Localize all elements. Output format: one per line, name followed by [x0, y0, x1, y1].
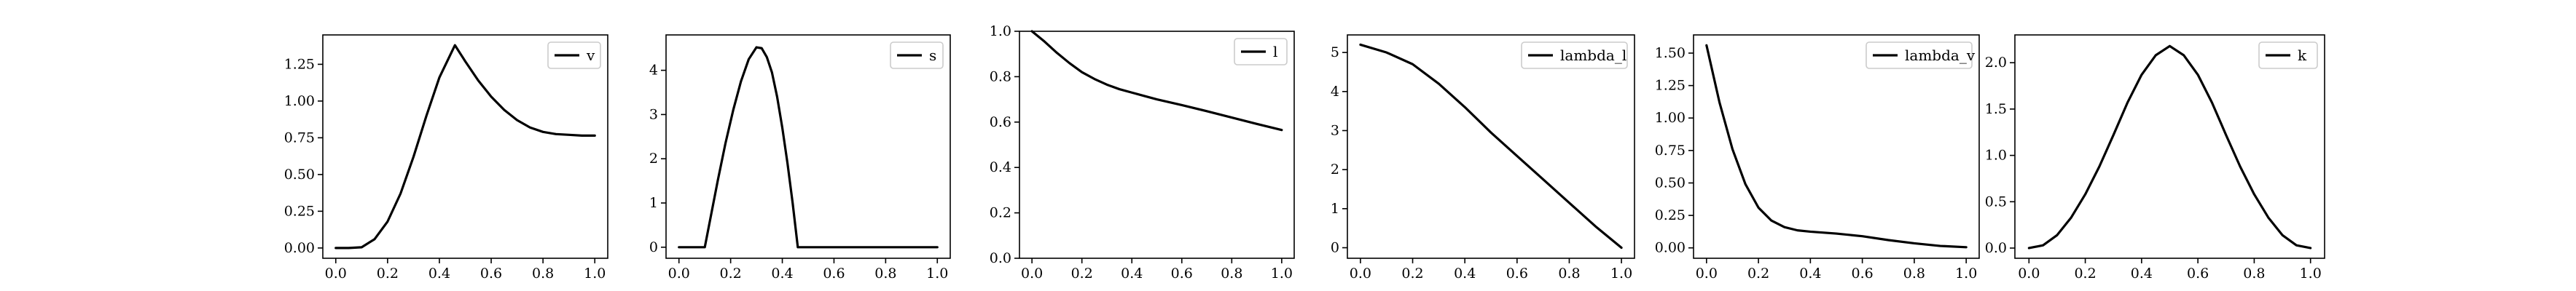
x-tick-label-5-3: 0.6: [1852, 266, 1874, 282]
x-tick-label-3-2: 0.4: [1121, 266, 1143, 282]
y-tick-label-6-3: 1.5: [1985, 101, 2007, 117]
chart-panel-2: 0.0 0.2 0.4 0.6 0.8 1.0 0 1 2 3 4 s: [649, 34, 951, 282]
y-tick-label-4-0: 0: [1331, 240, 1339, 256]
y-tick-label-4-3: 3: [1331, 122, 1339, 138]
x-tick-label-5-1: 0.2: [1747, 266, 1769, 282]
y-tick-label-2-0: 0: [649, 239, 658, 255]
y-tick-label-4-2: 2: [1331, 162, 1339, 178]
plot-frame-6: [2014, 34, 2325, 259]
x-tick-label-6-3: 0.6: [2187, 266, 2209, 282]
x-tick-label-3-5: 1.0: [1271, 266, 1293, 282]
series-line-2-1: [678, 46, 939, 249]
x-tick-label-6-2: 0.4: [2131, 266, 2153, 282]
y-tick-label-2-2: 2: [649, 151, 658, 167]
x-tick-label-2-4: 0.8: [874, 266, 896, 282]
y-tick-label-3-1: 0.2: [990, 205, 1011, 221]
y-tick-label-5-5: 1.25: [1655, 78, 1686, 94]
plot-frame-3: [1019, 31, 1295, 259]
y-tick-label-6-1: 0.5: [1985, 194, 2007, 210]
x-tick-label-2-5: 1.0: [926, 266, 948, 282]
y-tick-label-3-5: 1.0: [990, 23, 1011, 39]
y-tick-label-6-0: 0.0: [1985, 240, 2007, 256]
x-tick-label-5-5: 1.0: [1955, 266, 1977, 282]
x-tick-label-4-3: 0.6: [1506, 266, 1528, 282]
y-tick-label-5-0: 0.00: [1655, 240, 1686, 256]
x-tick-label-5-0: 0.0: [1696, 266, 1718, 282]
y-tick-label-1-0: 0.00: [284, 240, 315, 256]
x-tick-label-5-2: 0.4: [1799, 266, 1821, 282]
chart-panel-4: 0.0 0.2 0.4 0.6 0.8 1.0 0 1 2 3 4 5 lambda_l: [1331, 34, 1635, 282]
x-tick-label-2-3: 0.6: [823, 266, 845, 282]
legend-label-3: l: [1273, 43, 1277, 60]
x-tick-label-4-5: 1.0: [1610, 266, 1632, 282]
x-tick-label-6-0: 0.0: [2018, 266, 2040, 282]
legend-label-6: k: [2298, 47, 2307, 64]
y-tick-label-1-2: 0.50: [284, 167, 315, 183]
legend-label-1: v: [586, 47, 595, 64]
y-tick-label-3-4: 0.8: [990, 68, 1011, 84]
y-tick-label-2-1: 1: [649, 195, 658, 211]
x-tick-label-2-2: 0.4: [771, 266, 793, 282]
legend-box-5: [1866, 41, 1973, 69]
y-tick-label-3-3: 0.6: [990, 114, 1011, 130]
y-tick-label-3-2: 0.4: [990, 159, 1011, 175]
y-tick-label-5-3: 0.75: [1655, 143, 1686, 159]
x-tick-label-3-4: 0.8: [1221, 266, 1242, 282]
plot-frame-5: [1693, 34, 1980, 259]
chart-panel-3: 0.0 0.2 0.4 0.6 0.8 1.0 0.0 0.2 0.4 0.6 0.8 1.0 l: [990, 23, 1295, 282]
plot-frame-2: [665, 34, 951, 259]
x-tick-label-3-0: 0.0: [1021, 266, 1043, 282]
x-tick-label-1-1: 0.2: [377, 266, 399, 282]
x-tick-label-4-4: 0.8: [1558, 266, 1580, 282]
y-tick-label-5-1: 0.25: [1655, 207, 1686, 223]
y-tick-label-1-5: 1.25: [284, 56, 315, 72]
chart-panel-6: 0.0 0.2 0.4 0.6 0.8 1.0 0.0 0.5 1.0 1.5 2.0 k: [1985, 34, 2325, 282]
y-tick-label-5-6: 1.50: [1655, 45, 1686, 61]
x-tick-label-3-1: 0.2: [1071, 266, 1093, 282]
series-line-5-1: [1705, 44, 1968, 249]
legend-label-4: lambda_l: [1560, 47, 1626, 64]
legend-box-4: [1521, 41, 1628, 69]
legend-label-5: lambda_v: [1905, 47, 1976, 64]
y-tick-label-4-4: 4: [1331, 84, 1339, 100]
x-tick-label-6-1: 0.2: [2074, 266, 2096, 282]
x-tick-label-1-3: 0.6: [480, 266, 502, 282]
chart-panel-1: 0.0 0.2 0.4 0.6 0.8 1.0 0.00 0.25 0.50 0.75 1.00 1.…: [284, 34, 608, 282]
y-tick-label-4-1: 1: [1331, 201, 1339, 217]
x-tick-label-3-3: 0.6: [1171, 266, 1193, 282]
y-tick-label-4-5: 5: [1331, 44, 1339, 60]
x-tick-label-6-4: 0.8: [2243, 266, 2265, 282]
legend-label-2: s: [929, 47, 936, 64]
y-tick-label-5-2: 0.50: [1655, 175, 1686, 191]
x-tick-label-1-4: 0.8: [532, 266, 554, 282]
plot-frame-1: [322, 34, 608, 259]
plot-frame-4: [1347, 34, 1635, 259]
series-line-3-1: [1030, 30, 1283, 132]
y-tick-label-2-3: 3: [649, 106, 658, 122]
y-tick-label-1-3: 0.75: [284, 129, 315, 146]
x-tick-label-2-1: 0.2: [720, 266, 742, 282]
x-tick-label-1-2: 0.4: [428, 266, 450, 282]
x-tick-label-4-1: 0.2: [1401, 266, 1423, 282]
y-tick-label-5-4: 1.00: [1655, 110, 1686, 126]
x-tick-label-5-4: 0.8: [1903, 266, 1925, 282]
series-line-4-1: [1359, 43, 1623, 250]
y-tick-label-1-4: 1.00: [284, 93, 315, 109]
x-tick-label-1-5: 1.0: [584, 266, 606, 282]
x-tick-label-1-0: 0.0: [325, 266, 347, 282]
y-tick-label-3-0: 0.0: [990, 250, 1011, 266]
x-tick-label-6-5: 1.0: [2300, 266, 2322, 282]
series-line-1-1: [334, 44, 596, 250]
y-tick-label-6-4: 2.0: [1985, 55, 2007, 71]
x-tick-label-4-0: 0.0: [1350, 266, 1371, 282]
x-tick-label-2-0: 0.0: [668, 266, 690, 282]
y-tick-label-1-1: 0.25: [284, 203, 315, 219]
chart-panel-5: 0.0 0.2 0.4 0.6 0.8 1.0 0.00 0.25 0.50 0.75 1.00 1.…: [1655, 34, 1980, 282]
y-tick-label-6-2: 1.0: [1985, 148, 2007, 164]
x-tick-label-4-2: 0.4: [1454, 266, 1476, 282]
series-line-6-1: [2027, 44, 2312, 250]
y-tick-label-2-4: 4: [649, 63, 658, 79]
